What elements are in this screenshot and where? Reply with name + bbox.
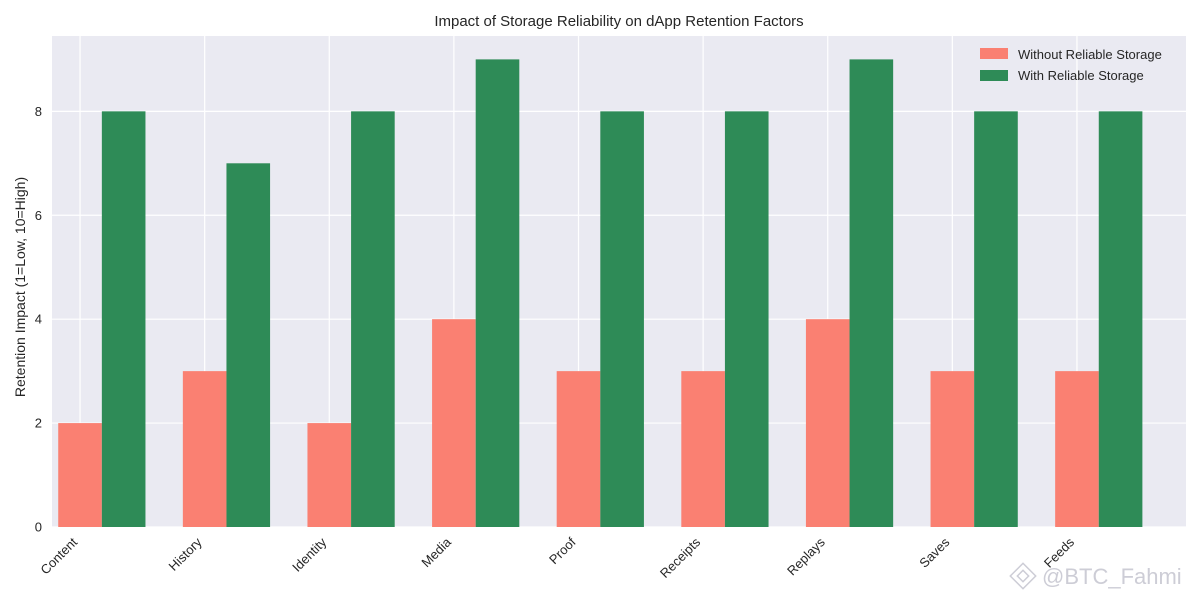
legend-swatch-without-reliable-storage <box>980 48 1008 59</box>
bar-without-reliable-storage-saves <box>930 371 975 527</box>
bar-with-reliable-storage-proof <box>600 111 644 527</box>
bar-without-reliable-storage-media <box>432 319 476 527</box>
bar-with-reliable-storage-identity <box>351 111 395 527</box>
bar-without-reliable-storage-receipts <box>681 371 725 527</box>
bar-without-reliable-storage-content <box>58 423 102 527</box>
watermark-text: @BTC_Fahmi <box>1042 564 1182 589</box>
bar-without-reliable-storage-identity <box>307 423 352 527</box>
y-axis-label: Retention Impact (1=Low, 10=High) <box>12 177 28 397</box>
binance-logo-icon <box>1009 562 1037 590</box>
chart-title: Impact of Storage Reliability on dApp Re… <box>434 13 803 30</box>
legend-label-with-reliable-storage: With Reliable Storage <box>1018 68 1144 83</box>
y-tick-label: 8 <box>35 104 42 119</box>
y-tick-label: 4 <box>35 312 42 327</box>
legend: Without Reliable Storage With Reliable S… <box>980 47 1162 83</box>
y-tick-label: 6 <box>35 208 42 223</box>
bar-without-reliable-storage-proof <box>556 371 601 527</box>
y-tick-labels: 0 2 4 6 8 <box>35 104 42 535</box>
y-tick-label: 2 <box>35 416 42 431</box>
bar-with-reliable-storage-replays <box>849 59 894 527</box>
y-tick-label: 0 <box>35 520 42 535</box>
bars <box>58 59 1143 527</box>
legend-swatch-with-reliable-storage <box>980 70 1008 81</box>
bar-with-reliable-storage-saves <box>974 111 1018 527</box>
bar-without-reliable-storage-feeds <box>1055 371 1099 527</box>
watermark: @BTC_Fahmi <box>1009 562 1182 590</box>
bar-with-reliable-storage-receipts <box>724 111 769 527</box>
bar-without-reliable-storage-replays <box>805 319 850 527</box>
bar-with-reliable-storage-history <box>226 163 271 527</box>
legend-label-without-reliable-storage: Without Reliable Storage <box>1018 47 1162 62</box>
bar-without-reliable-storage-history <box>182 371 227 527</box>
bar-with-reliable-storage-feeds <box>1098 111 1143 527</box>
bar-with-reliable-storage-media <box>475 59 520 527</box>
bar-with-reliable-storage-content <box>101 111 146 527</box>
